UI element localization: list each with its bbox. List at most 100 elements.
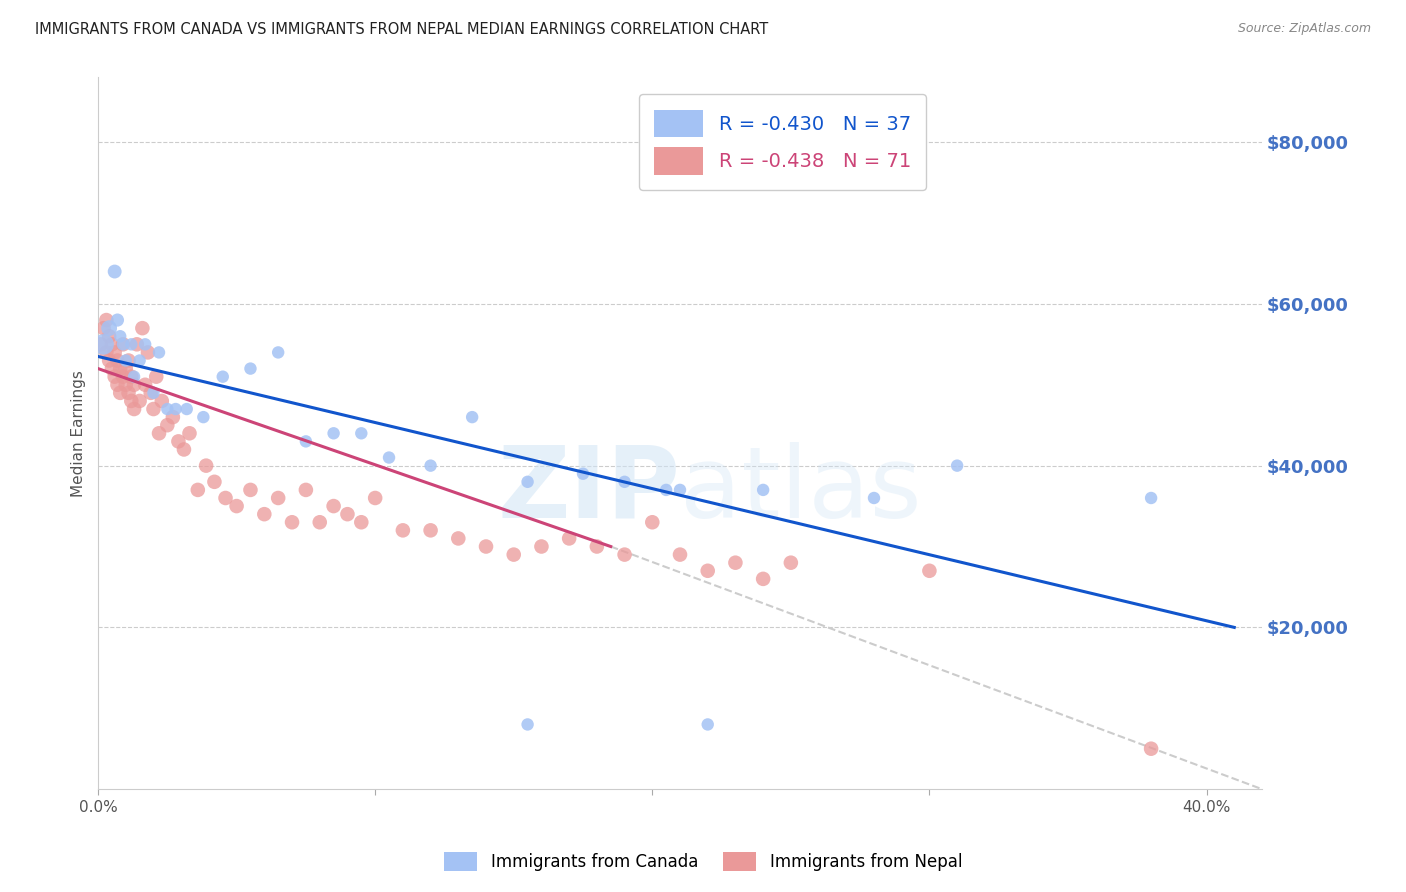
Point — [150, 393, 173, 408]
Point — [90, 337, 112, 351]
Point — [863, 491, 886, 505]
Text: Source: ZipAtlas.com: Source: ZipAtlas.com — [1237, 22, 1371, 36]
Point — [111, 337, 134, 351]
Point — [419, 524, 441, 538]
Point — [193, 410, 215, 425]
Point — [350, 515, 373, 529]
Point — [350, 426, 373, 441]
Point — [122, 369, 145, 384]
Point — [156, 418, 179, 433]
Point — [148, 426, 170, 441]
Point — [111, 337, 134, 351]
Point — [104, 264, 127, 278]
Point — [364, 491, 387, 505]
Point — [516, 717, 538, 731]
Point — [145, 369, 167, 384]
Point — [724, 556, 747, 570]
Point — [779, 556, 801, 570]
Point — [641, 515, 664, 529]
Point — [696, 564, 718, 578]
Point — [613, 548, 636, 562]
Legend: Immigrants from Canada, Immigrants from Nepal: Immigrants from Canada, Immigrants from … — [436, 843, 970, 880]
Point — [392, 524, 415, 538]
Point — [918, 564, 941, 578]
Point — [98, 329, 121, 343]
Point — [572, 467, 595, 481]
Point — [322, 499, 344, 513]
Point — [308, 515, 330, 529]
Point — [120, 337, 142, 351]
Point — [104, 345, 127, 359]
Point — [111, 369, 134, 384]
Point — [128, 353, 150, 368]
Legend: R = -0.430   N = 37, R = -0.438   N = 71: R = -0.430 N = 37, R = -0.438 N = 71 — [638, 95, 927, 190]
Point — [165, 402, 187, 417]
Point — [114, 353, 136, 368]
Point — [98, 353, 121, 368]
Point — [475, 540, 498, 554]
Point — [96, 313, 118, 327]
Point — [136, 345, 159, 359]
Point — [187, 483, 209, 497]
Point — [96, 345, 118, 359]
Point — [120, 393, 142, 408]
Point — [93, 337, 115, 351]
Point — [419, 458, 441, 473]
Point — [530, 540, 553, 554]
Point — [114, 361, 136, 376]
Point — [253, 507, 276, 521]
Point — [516, 475, 538, 489]
Point — [558, 532, 581, 546]
Point — [131, 321, 153, 335]
Point — [142, 385, 165, 400]
Text: IMMIGRANTS FROM CANADA VS IMMIGRANTS FROM NEPAL MEDIAN EARNINGS CORRELATION CHAR: IMMIGRANTS FROM CANADA VS IMMIGRANTS FRO… — [35, 22, 769, 37]
Y-axis label: Median Earnings: Median Earnings — [72, 370, 86, 497]
Point — [502, 548, 524, 562]
Point — [107, 377, 129, 392]
Point — [752, 572, 775, 586]
Point — [613, 475, 636, 489]
Point — [267, 491, 290, 505]
Point — [696, 717, 718, 731]
Point — [93, 321, 115, 335]
Text: ZIP: ZIP — [498, 442, 681, 539]
Point — [162, 410, 184, 425]
Point — [225, 499, 247, 513]
Point — [336, 507, 359, 521]
Point — [461, 410, 484, 425]
Point — [107, 313, 129, 327]
Point — [322, 426, 344, 441]
Point — [239, 483, 262, 497]
Point — [295, 483, 318, 497]
Point — [104, 369, 127, 384]
Point — [239, 361, 262, 376]
Point — [295, 434, 318, 449]
Point — [122, 377, 145, 392]
Point — [101, 337, 124, 351]
Point — [378, 450, 401, 465]
Point — [946, 458, 969, 473]
Point — [134, 377, 156, 392]
Point — [117, 353, 139, 368]
Point — [128, 393, 150, 408]
Point — [447, 532, 470, 546]
Point — [114, 377, 136, 392]
Point — [211, 369, 233, 384]
Point — [1140, 741, 1163, 756]
Point — [156, 402, 179, 417]
Point — [281, 515, 304, 529]
Point — [204, 475, 226, 489]
Point — [107, 353, 129, 368]
Point — [173, 442, 195, 457]
Point — [176, 402, 198, 417]
Point — [120, 369, 142, 384]
Point — [655, 483, 678, 497]
Point — [117, 385, 139, 400]
Point — [110, 329, 132, 343]
Point — [148, 345, 170, 359]
Point — [101, 361, 124, 376]
Point — [142, 402, 165, 417]
Point — [98, 321, 121, 335]
Point — [134, 337, 156, 351]
Point — [669, 548, 692, 562]
